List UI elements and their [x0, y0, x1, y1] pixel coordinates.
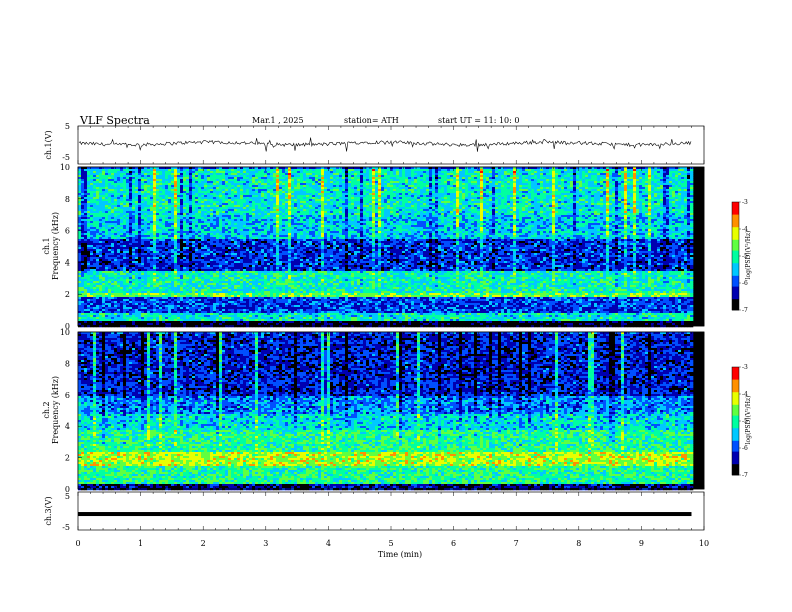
colorbar-tick-label: -6 [742, 280, 748, 287]
ch2-colorbar: -3 -4 -5 -6 -7 [731, 364, 748, 479]
ch1-ylabel-frequency: Frequency (kHz) [51, 212, 60, 280]
x-tick-label: 10 [699, 539, 709, 548]
ch1-ylabel: ch.1(V) [44, 130, 53, 159]
x-tick-label: 1 [138, 539, 143, 548]
frequency-tick-label: 6 [65, 391, 70, 400]
frequency-tick-label: 4 [65, 422, 70, 431]
ch3-waveform-panel: 5 -5 ch.3(V) [44, 491, 705, 532]
x-tick-label: 2 [201, 539, 206, 548]
ch3-ylabel: ch.3(V) [44, 496, 53, 525]
colorbar-tick-label: -5 [742, 253, 748, 260]
x-tick-label: 5 [388, 539, 393, 548]
start-time-label: start UT = 11: 10: 0 [438, 116, 519, 125]
ch1-waveform-panel: 5 -5 ch.1(V) [44, 122, 705, 165]
colorbar-tick-label: -4 [742, 391, 748, 398]
colorbar-tick-label: -3 [742, 199, 748, 206]
frequency-tick-label: 8 [65, 359, 70, 368]
date-label: Mar.1 , 2025 [252, 116, 304, 125]
ch1-ytick-bottom: -5 [62, 153, 70, 162]
x-tick-label: 7 [514, 539, 519, 548]
ch3-ytick-bottom: -5 [62, 523, 70, 532]
ch3-ytick-top: 5 [65, 492, 70, 501]
frequency-tick-label: 0 [65, 485, 70, 494]
ch2-colorbar-label: log(PSD)(V²/Hz) [745, 396, 752, 445]
ch2-ylabel-frequency: Frequency (kHz) [51, 376, 60, 444]
x-tick-label: 4 [326, 539, 331, 548]
colorbar-tick-label: -7 [742, 307, 748, 314]
ch1-spectrogram-image [78, 167, 694, 328]
x-tick-label: 3 [263, 539, 268, 548]
frequency-tick-label: 4 [65, 258, 70, 267]
ch1-ytick-top: 5 [65, 122, 70, 131]
x-tick-label: 6 [451, 539, 456, 548]
station-label: station= ATH [344, 116, 399, 125]
ch2-ylabel-channel: ch.2 [42, 401, 51, 418]
ch1-colorbar: -3 -4 -5 -6 -7 [731, 199, 748, 314]
ch1-ylabel-channel: ch.1 [42, 237, 51, 254]
ch3-waveform-line [78, 512, 692, 517]
frequency-tick-label: 0 [65, 322, 70, 331]
ch2-spectrogram-image [78, 332, 694, 491]
colorbar-tick-label: -3 [742, 364, 748, 371]
frequency-tick-label: 2 [65, 454, 70, 463]
x-tick-label: 8 [576, 539, 581, 548]
x-tick-label: 0 [75, 539, 80, 548]
frequency-tick-label: 10 [60, 163, 70, 172]
x-tick-label: 9 [639, 539, 644, 548]
x-axis: 0 1 2 3 4 5 6 7 8 9 10 [75, 126, 709, 548]
ch1-waveform-line [78, 137, 692, 152]
frequency-tick-label: 2 [65, 290, 70, 299]
colorbar-tick-label: -4 [742, 226, 748, 233]
x-axis-label: Time (min) [378, 550, 422, 559]
colorbar-tick-label: -5 [742, 418, 748, 425]
ch1-colorbar-label: log(PSD)(V²/Hz) [745, 231, 752, 280]
frequency-tick-label: 6 [65, 227, 70, 236]
colorbar-tick-label: -6 [742, 445, 748, 452]
colorbar-tick-label: -7 [742, 472, 748, 479]
frequency-tick-label: 10 [60, 328, 70, 337]
figure-title: VLF Spectra [79, 114, 150, 127]
frequency-tick-label: 8 [65, 195, 70, 204]
